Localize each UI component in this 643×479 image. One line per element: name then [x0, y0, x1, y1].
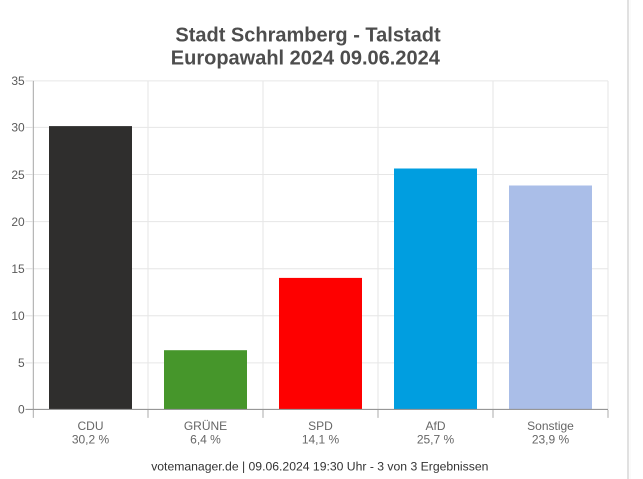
- svg-text:25: 25: [11, 168, 25, 182]
- svg-text:Europawahl 2024 09.06.2024: Europawahl 2024 09.06.2024: [171, 48, 441, 70]
- svg-text:25,7 %: 25,7 %: [417, 433, 455, 447]
- svg-text:15: 15: [11, 262, 25, 276]
- svg-text:GRÜNE: GRÜNE: [184, 419, 227, 433]
- svg-text:10: 10: [11, 309, 25, 323]
- svg-text:35: 35: [11, 74, 25, 88]
- svg-text:AfD: AfD: [425, 419, 445, 433]
- svg-text:CDU: CDU: [78, 419, 104, 433]
- svg-text:0: 0: [18, 403, 25, 417]
- svg-text:30,2 %: 30,2 %: [72, 433, 110, 447]
- svg-text:30: 30: [11, 121, 25, 135]
- svg-text:14,1 %: 14,1 %: [302, 433, 340, 447]
- svg-text:23,9 %: 23,9 %: [532, 433, 570, 447]
- svg-text:5: 5: [18, 356, 25, 370]
- svg-text:20: 20: [11, 215, 25, 229]
- svg-text:Sonstige: Sonstige: [527, 419, 574, 433]
- svg-text:votemanager.de | 09.06.2024 19: votemanager.de | 09.06.2024 19:30 Uhr - …: [151, 459, 488, 473]
- svg-text:6,4 %: 6,4 %: [190, 433, 221, 447]
- svg-text:SPD: SPD: [308, 419, 333, 433]
- svg-text:Stadt Schramberg - Talstadt: Stadt Schramberg - Talstadt: [175, 24, 441, 46]
